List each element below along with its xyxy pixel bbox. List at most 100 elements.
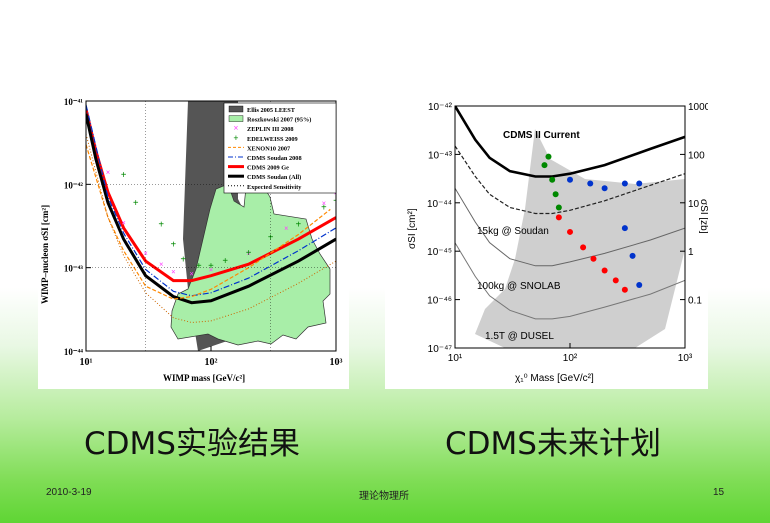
caption-right: CDMS未来计划	[445, 426, 661, 462]
cdms-results-chart: ×××××××××××+++++++++++++ 10¹10²10³10⁻⁴¹1…	[40, 97, 343, 383]
legend-label: CDMS Soudan 2008	[247, 155, 302, 162]
data-point	[636, 180, 643, 187]
data-point: +	[268, 233, 274, 244]
data-point: +	[121, 170, 127, 181]
data-point	[587, 180, 594, 187]
data-point	[545, 153, 552, 160]
legend-label: Roszkowski 2007 (95%)	[247, 117, 311, 124]
right-chart-panel: 10¹ 10² 10³ 10⁻⁴² 10⁻⁴³ 10⁻⁴⁴ 10⁻⁴⁵ 10⁻⁴⁶ 10⁻⁴⁷ 1…	[385, 89, 711, 389]
data-point: +	[180, 255, 186, 266]
data-point: ×	[171, 267, 176, 276]
y-tick-label: 10⁻⁴⁶	[427, 296, 452, 307]
red-points	[555, 214, 628, 293]
cdms-soudan-all-line	[86, 113, 336, 305]
data-point	[629, 252, 636, 259]
annotation-cdms-ii-current: CDMS II Current	[503, 130, 580, 141]
data-point: ×	[246, 249, 251, 258]
y-tick-label: 10⁻⁴¹	[64, 97, 83, 107]
y-axis-label: σSI [cm²]	[407, 208, 418, 249]
legend-label: XENON10 2007	[247, 145, 290, 152]
data-point: ×	[159, 260, 164, 269]
x-tick-label: 10²	[205, 357, 218, 368]
data-point	[612, 277, 619, 284]
data-point: ×	[106, 168, 111, 177]
legend-swatch: ×	[233, 123, 238, 133]
data-point: +	[246, 248, 252, 259]
data-point: +	[208, 261, 214, 272]
y-tick-label: 10⁻⁴⁴	[64, 347, 83, 357]
legend-swatch	[228, 115, 244, 122]
data-point: ×	[189, 270, 194, 279]
1-5t-dusel-line	[455, 242, 685, 320]
y-tick-label: 10⁻⁴⁷	[428, 344, 453, 355]
data-point: +	[222, 256, 228, 267]
cdms-soudan-2008-line	[86, 104, 336, 297]
data-point: +	[321, 202, 327, 213]
data-point: ×	[143, 249, 148, 258]
data-point	[601, 267, 608, 274]
data-point: +	[196, 261, 202, 272]
green-points	[541, 153, 562, 211]
data-point	[541, 162, 548, 169]
data-point	[555, 204, 562, 211]
legend-label: CDMS Soudan (All)	[247, 174, 301, 181]
y2-axis-label: σSI [zb]	[698, 199, 708, 234]
y2-tick-label: 10	[688, 199, 700, 210]
15kg-soudan-line	[455, 145, 685, 215]
left-chart-panel: ×××××××××××+++++++++++++ 10¹10²10³10⁻⁴¹1…	[38, 89, 349, 389]
data-point	[567, 228, 573, 235]
annotation-100kg-snolab: 100kg @ SNOLAB	[477, 281, 561, 292]
annotation-15kg-soudan: 15kg @ Soudan	[477, 226, 549, 237]
x-tick-label: 10¹	[448, 353, 463, 364]
data-point: ×	[322, 199, 327, 208]
data-point: +	[158, 219, 164, 230]
data-point	[601, 185, 608, 192]
legend-label: CDMS 2009 Ge	[247, 165, 289, 172]
data-point: ×	[209, 266, 214, 275]
legend-swatch: +	[233, 133, 238, 143]
legend: Ellis 2005 LEEST Roszkowski 2007 (95%) × ZE…	[223, 102, 337, 194]
data-point	[567, 176, 573, 183]
data-point	[590, 255, 597, 262]
data-point	[552, 191, 559, 198]
x-axis-label: WIMP mass [GeV/c²]	[163, 373, 245, 383]
data-point: ×	[284, 224, 289, 233]
x-tick-label: 10³	[330, 357, 343, 368]
y-tick-label: 10⁻⁴⁴	[427, 199, 452, 210]
x-tick-label: 10²	[563, 353, 578, 364]
x-tick-label: 10¹	[80, 357, 93, 368]
data-point	[621, 180, 628, 187]
data-point	[580, 244, 587, 251]
legend-label: ZEPLIN III 2008	[247, 126, 294, 133]
data-point: +	[171, 239, 177, 250]
legend-label: EDELWEISS 2009	[247, 136, 298, 143]
cdms-future-chart: 10¹ 10² 10³ 10⁻⁴² 10⁻⁴³ 10⁻⁴⁴ 10⁻⁴⁵ 10⁻⁴⁶ 10⁻⁴⁷ 1…	[407, 102, 711, 384]
x-axis-label: χ₁⁰ Mass [GeV/c²]	[515, 373, 594, 384]
footer-center: 理论物理所	[359, 491, 409, 502]
100kg-snolab-line	[455, 187, 685, 267]
zeplin-iii-2008-points: ×××××××××××	[106, 168, 336, 279]
blue-points	[567, 176, 643, 289]
annotation-1-5t-dusel: 1.5T @ DUSEL	[485, 331, 554, 342]
model-region	[475, 129, 685, 348]
y2-tick-label: 1	[688, 247, 694, 258]
y-axis-label: WIMP–nucleon σSI [cm²]	[40, 205, 50, 304]
y2-tick-label: 100	[688, 150, 705, 161]
caption-left: CDMS实验结果	[84, 426, 300, 462]
legend-swatch	[228, 105, 244, 113]
data-point: +	[333, 196, 339, 207]
legend-label: Ellis 2005 LEEST	[247, 107, 296, 114]
cdms-ii-current-line	[455, 106, 685, 178]
data-point	[636, 282, 643, 289]
data-point	[555, 214, 562, 221]
y2-tick-label: 1000	[688, 102, 708, 113]
y-tick-label: 10⁻⁴²	[64, 180, 83, 190]
y-tick-label: 10⁻⁴⁵	[427, 247, 452, 258]
data-point: +	[296, 219, 302, 230]
edelweiss-2009-points: ++++++ + ++++++	[121, 170, 339, 272]
data-point: +	[133, 198, 139, 209]
y-tick-label: 10⁻⁴²	[428, 102, 453, 113]
data-point	[621, 286, 628, 293]
legend-label: Expected Sensitivity	[247, 184, 302, 191]
data-point	[621, 225, 628, 232]
